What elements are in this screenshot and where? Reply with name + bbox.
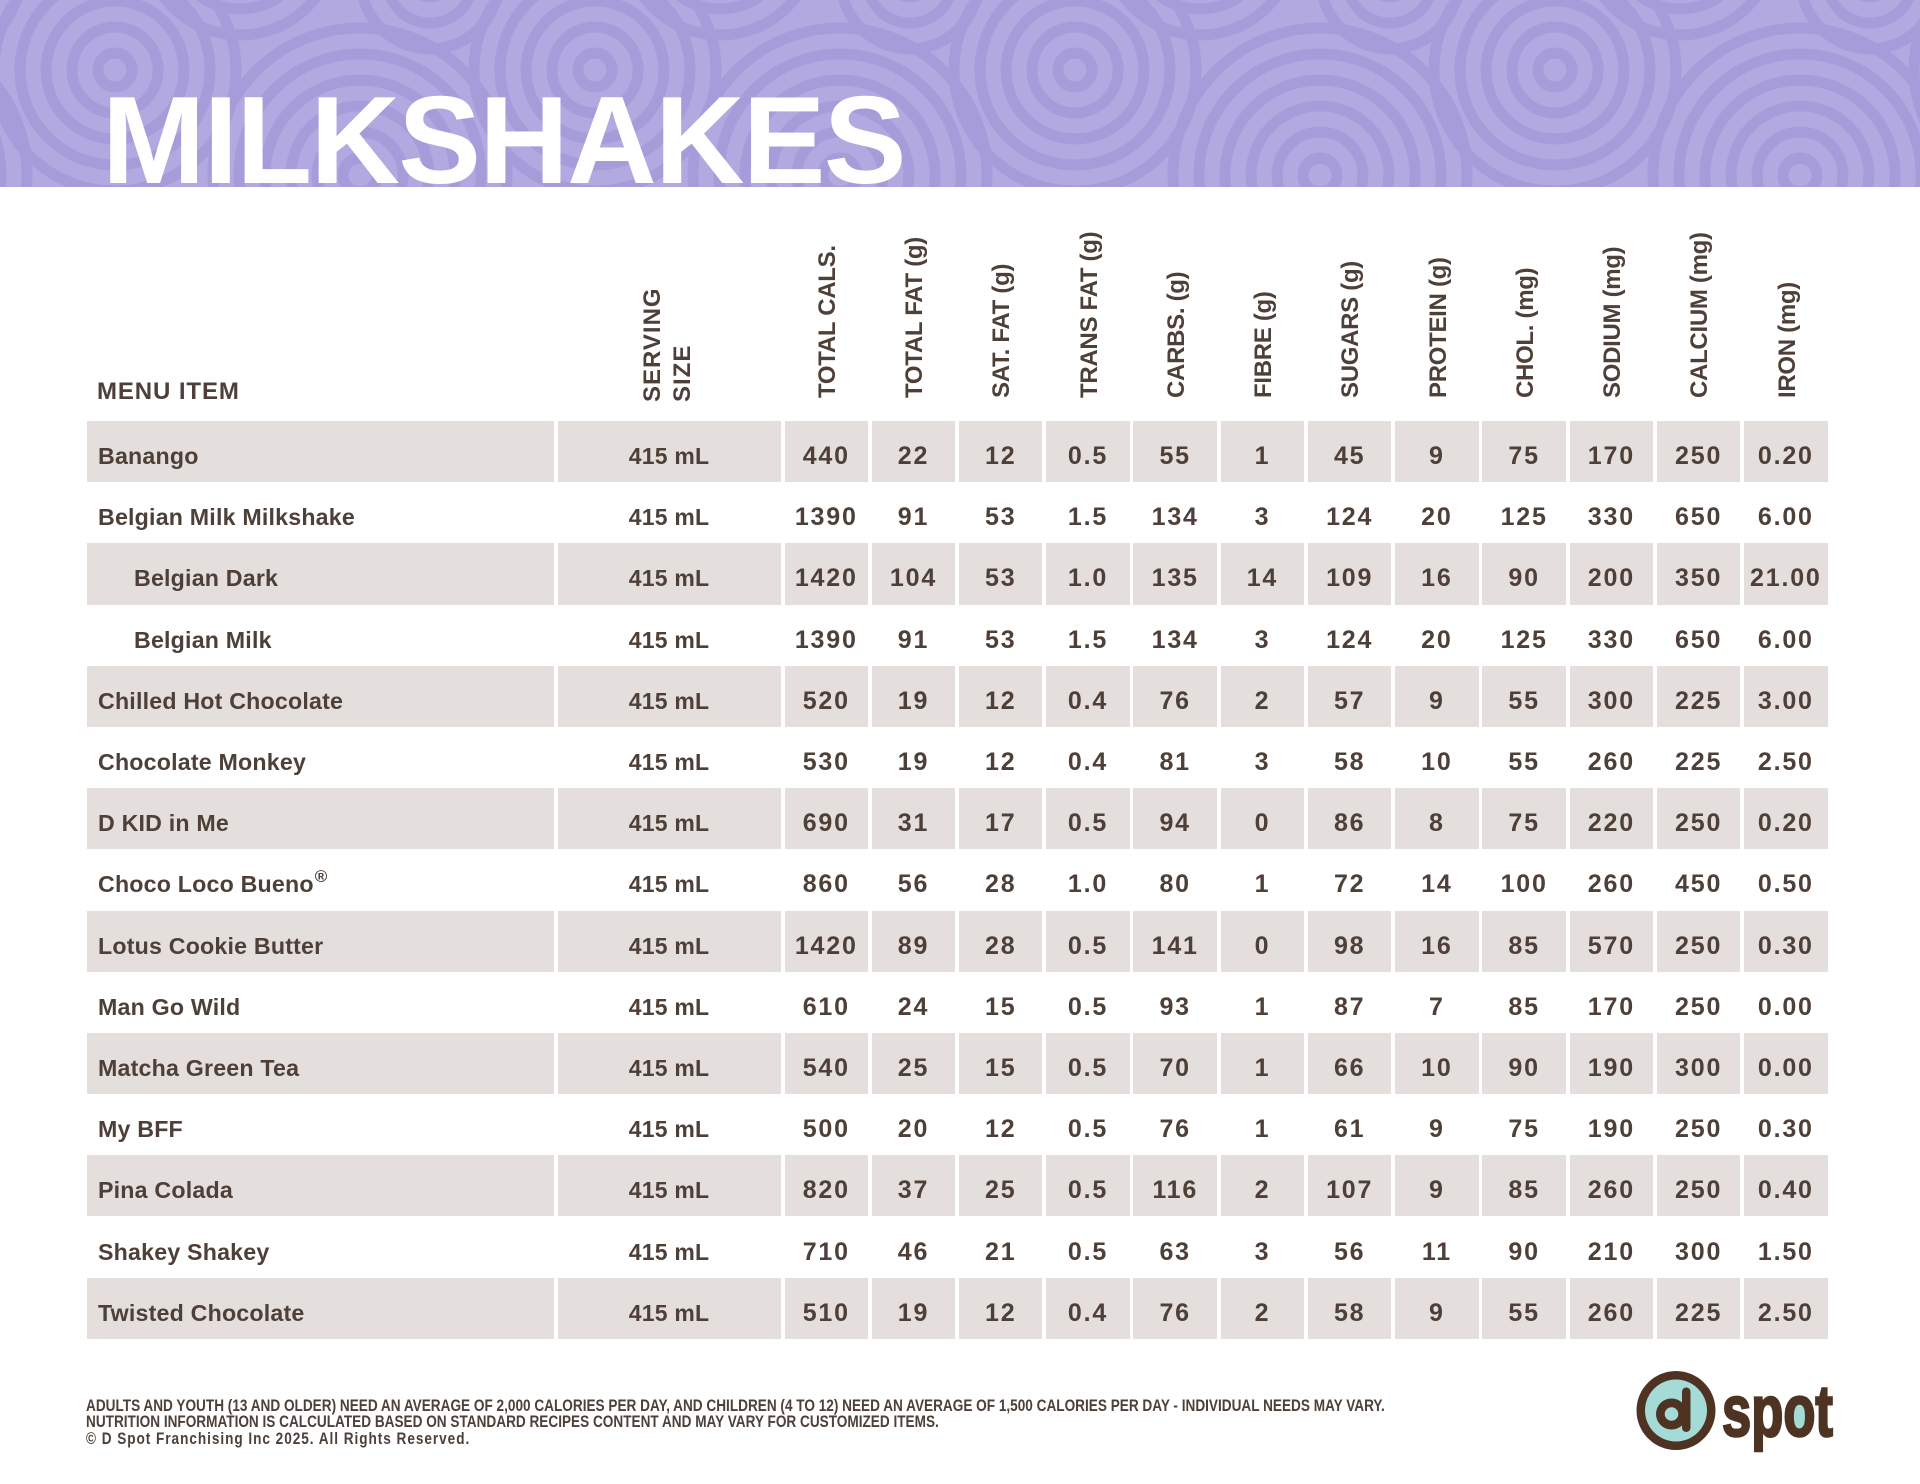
svg-text:spot: spot bbox=[1722, 1372, 1833, 1452]
